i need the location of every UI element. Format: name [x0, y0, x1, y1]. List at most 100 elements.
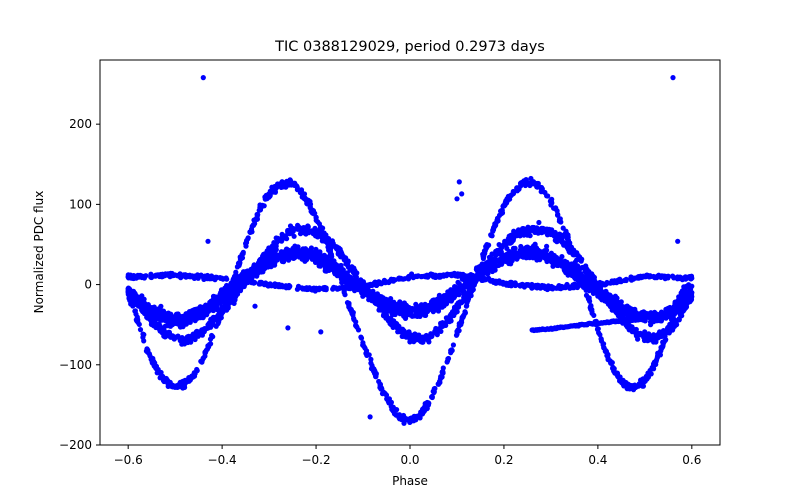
data-point	[181, 317, 188, 323]
data-point	[377, 381, 383, 387]
data-point	[426, 400, 432, 406]
data-point	[275, 237, 282, 244]
data-point	[369, 293, 375, 299]
data-point	[651, 336, 657, 342]
data-point	[536, 219, 542, 226]
data-point	[162, 323, 168, 329]
data-point	[316, 260, 323, 266]
data-point	[332, 271, 338, 277]
data-point	[512, 233, 519, 239]
data-point	[576, 256, 582, 262]
data-point	[393, 320, 399, 327]
data-point	[153, 366, 159, 372]
data-point	[510, 188, 516, 195]
data-point	[538, 225, 545, 231]
data-point	[163, 378, 169, 384]
data-point	[260, 257, 266, 263]
data-point	[219, 310, 225, 316]
data-point	[498, 208, 504, 214]
data-point	[520, 180, 526, 187]
data-point	[595, 326, 601, 332]
data-point	[445, 318, 451, 324]
data-point	[181, 382, 188, 388]
data-point	[307, 204, 313, 210]
data-point	[436, 296, 442, 302]
data-point	[194, 328, 200, 334]
data-point	[544, 193, 550, 199]
data-point	[368, 356, 374, 362]
data-point	[338, 265, 344, 271]
data-point	[380, 295, 386, 301]
data-point	[275, 182, 282, 188]
data-point	[135, 318, 141, 324]
data-point	[304, 197, 310, 203]
data-point	[163, 331, 169, 337]
data-point	[275, 253, 282, 260]
data-point	[207, 323, 213, 329]
data-point	[401, 300, 407, 306]
data-point	[480, 255, 486, 262]
data-point	[321, 232, 327, 238]
data-point	[149, 274, 155, 280]
data-point	[149, 359, 155, 366]
data-point	[287, 255, 293, 261]
data-point	[313, 253, 319, 260]
data-point	[128, 296, 134, 302]
data-point	[670, 323, 676, 329]
data-point	[452, 310, 458, 316]
data-point	[146, 350, 152, 356]
data-point	[177, 384, 183, 390]
data-point	[290, 245, 296, 251]
data-point	[552, 259, 559, 265]
data-point	[314, 233, 320, 240]
data-point	[364, 352, 370, 358]
data-point	[426, 334, 432, 341]
data-point	[454, 302, 460, 308]
data-point	[230, 299, 237, 305]
data-point	[379, 391, 386, 397]
data-point	[294, 249, 300, 256]
data-point	[595, 288, 601, 294]
data-point	[562, 231, 568, 237]
data-point	[557, 259, 563, 265]
data-point	[515, 186, 522, 192]
data-point	[332, 265, 338, 272]
data-point	[273, 247, 279, 253]
data-point	[486, 242, 492, 248]
data-point	[456, 321, 462, 327]
data-point	[380, 307, 386, 313]
data-point	[644, 332, 650, 338]
data-point	[141, 338, 147, 344]
data-point	[508, 192, 514, 199]
data-point	[195, 275, 201, 281]
data-point	[661, 311, 667, 317]
data-point	[430, 309, 436, 315]
data-point	[430, 388, 436, 394]
data-point	[208, 301, 215, 308]
data-point	[679, 296, 685, 302]
data-point	[266, 251, 272, 257]
data-point	[435, 381, 441, 387]
data-point	[326, 240, 332, 246]
data-point	[495, 218, 501, 224]
data-point	[388, 304, 394, 310]
data-point	[247, 229, 253, 235]
data-point	[585, 296, 592, 302]
data-point	[398, 275, 404, 281]
data-point	[600, 342, 606, 348]
data-point	[373, 282, 380, 288]
data-point	[215, 298, 221, 304]
data-point	[383, 279, 390, 285]
data-point	[443, 301, 450, 307]
data-point	[533, 282, 539, 289]
data-point	[608, 360, 614, 366]
data-point	[564, 281, 570, 288]
data-point	[351, 315, 357, 321]
data-point	[348, 284, 354, 290]
data-point	[520, 249, 526, 256]
data-point	[501, 241, 507, 248]
data-point	[548, 197, 554, 203]
data-point	[234, 264, 240, 270]
data-point	[588, 303, 594, 309]
data-point	[224, 284, 230, 290]
